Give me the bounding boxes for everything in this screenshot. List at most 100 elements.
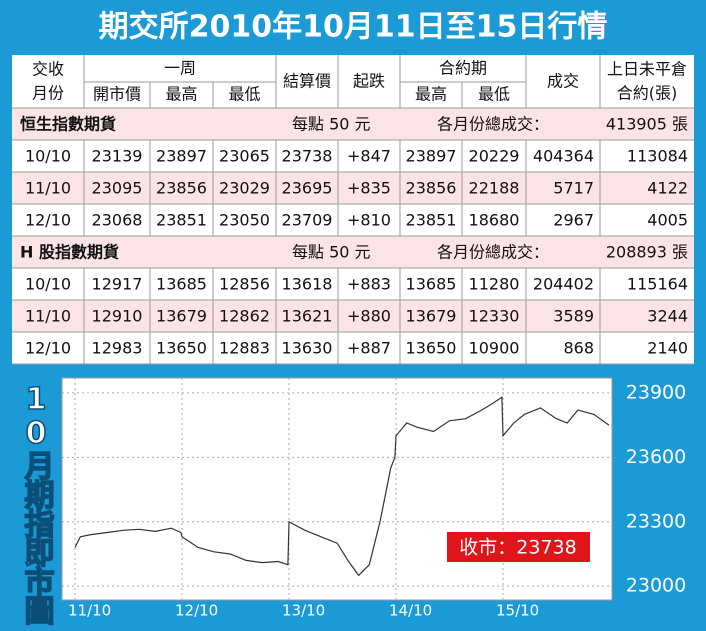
table-cell: 5717 (553, 179, 594, 198)
x-tick-label: 12/10 (175, 602, 218, 620)
side-title: 10月期指即市圖 (19, 382, 55, 625)
table-cell: +883 (347, 275, 391, 294)
table-cell: 20229 (469, 147, 520, 166)
table-cell: 23050 (219, 211, 270, 230)
row-shade (12, 300, 694, 332)
table-cell: 13679 (156, 307, 207, 326)
header-cell: 最高 (415, 85, 447, 104)
y-tick-label: 23600 (626, 446, 686, 468)
table-cell: 23709 (282, 211, 333, 230)
table-cell: 13679 (406, 307, 457, 326)
table-cell: +880 (347, 307, 391, 326)
table-cell: 23068 (92, 211, 143, 230)
y-tick-label: 23900 (626, 381, 686, 403)
table-cell: 23095 (92, 179, 143, 198)
table-cell: +887 (347, 339, 391, 358)
table-cell: 4122 (647, 179, 688, 198)
y-tick-label: 23000 (626, 575, 686, 597)
table-cell: 13621 (282, 307, 333, 326)
table-cell: 23695 (282, 179, 333, 198)
row-shade (12, 172, 694, 204)
table-cell: 23856 (156, 179, 207, 198)
header-cell: 成交 (547, 72, 579, 91)
table-cell: 12917 (92, 275, 143, 294)
table-cell: 13618 (282, 275, 333, 294)
x-tick-label: 14/10 (389, 602, 432, 620)
annotation-box (447, 532, 590, 562)
table-cell: 18680 (469, 211, 520, 230)
section-name: 恒生指數期貨 (20, 115, 116, 134)
table-cell: 23065 (219, 147, 270, 166)
header-cell: 最低 (478, 85, 510, 104)
table-cell: 12883 (219, 339, 270, 358)
table-cell: 23851 (156, 211, 207, 230)
section-name: H 股指數期貨 (20, 243, 119, 262)
table-cell: 115164 (627, 275, 688, 294)
row-shade (12, 108, 694, 140)
x-tick-label: 13/10 (282, 602, 325, 620)
section-point: 每點 50 元 (292, 115, 371, 134)
header-cell: 上日未平倉 (607, 60, 687, 79)
header-cell: 最高 (165, 85, 197, 104)
table-cell: 11/10 (25, 179, 71, 198)
table-cell: 10/10 (25, 275, 71, 294)
header-cell: 月份 (32, 84, 64, 103)
x-tick-label: 15/10 (496, 602, 539, 620)
table-cell: 23139 (92, 147, 143, 166)
table-cell: 12910 (92, 307, 143, 326)
table-cell: 3244 (647, 307, 688, 326)
table-cell: 2967 (553, 211, 594, 230)
table-cell: 11280 (469, 275, 520, 294)
x-tick-label: 11/10 (68, 602, 111, 620)
table-cell: +835 (347, 179, 391, 198)
table-cell: 868 (563, 339, 594, 358)
header-cell: 交收 (32, 60, 64, 79)
table-cell: 10/10 (25, 147, 71, 166)
table-cell: 11/10 (25, 307, 71, 326)
section-total-label: 各月份總成交： (437, 243, 549, 262)
table-cell: 13650 (406, 339, 457, 358)
table-cell: 12983 (92, 339, 143, 358)
table-cell: 12862 (219, 307, 270, 326)
table-cell: 23897 (406, 147, 457, 166)
table-cell: 12/10 (25, 339, 71, 358)
table-cell: 12/10 (25, 211, 71, 230)
table-cell: 10900 (469, 339, 520, 358)
table-cell: 23738 (282, 147, 333, 166)
table-cell: 113084 (627, 147, 688, 166)
table-cell: 12856 (219, 275, 270, 294)
header-cell: 一周 (164, 59, 196, 78)
annotation: 收市：23738 (459, 537, 576, 559)
header-cell: 開市價 (93, 85, 141, 104)
table-cell: 2140 (647, 339, 688, 358)
header-cell: 結算價 (283, 72, 331, 91)
section-total: 413905 張 (606, 115, 688, 134)
table-cell: 4005 (647, 211, 688, 230)
table-cell: 13685 (156, 275, 207, 294)
table-cell: 13630 (282, 339, 333, 358)
table-cell: 12330 (469, 307, 520, 326)
section-total-label: 各月份總成交： (437, 115, 549, 134)
page-title: 期交所2010年10月11日至15日行情 (99, 10, 608, 45)
header-cell: 合約期 (439, 59, 487, 78)
chart-frame (61, 377, 613, 601)
section-total: 208893 張 (606, 243, 688, 262)
table-cell: 3589 (553, 307, 594, 326)
table-cell: 23856 (406, 179, 457, 198)
table-cell: 23897 (156, 147, 207, 166)
table-cell: 23851 (406, 211, 457, 230)
price-line (74, 396, 610, 577)
y-tick-label: 23300 (626, 510, 686, 532)
table-cell: 22188 (469, 179, 520, 198)
row-shade (12, 236, 694, 268)
header-cell: 起跌 (353, 72, 385, 91)
table-cell: +847 (347, 147, 391, 166)
table-cell: 13685 (406, 275, 457, 294)
table-cell: 23029 (219, 179, 270, 198)
section-point: 每點 50 元 (292, 243, 371, 262)
table-cell: 13650 (156, 339, 207, 358)
table-cell: +810 (347, 211, 391, 230)
header-cell: 最低 (228, 85, 260, 104)
